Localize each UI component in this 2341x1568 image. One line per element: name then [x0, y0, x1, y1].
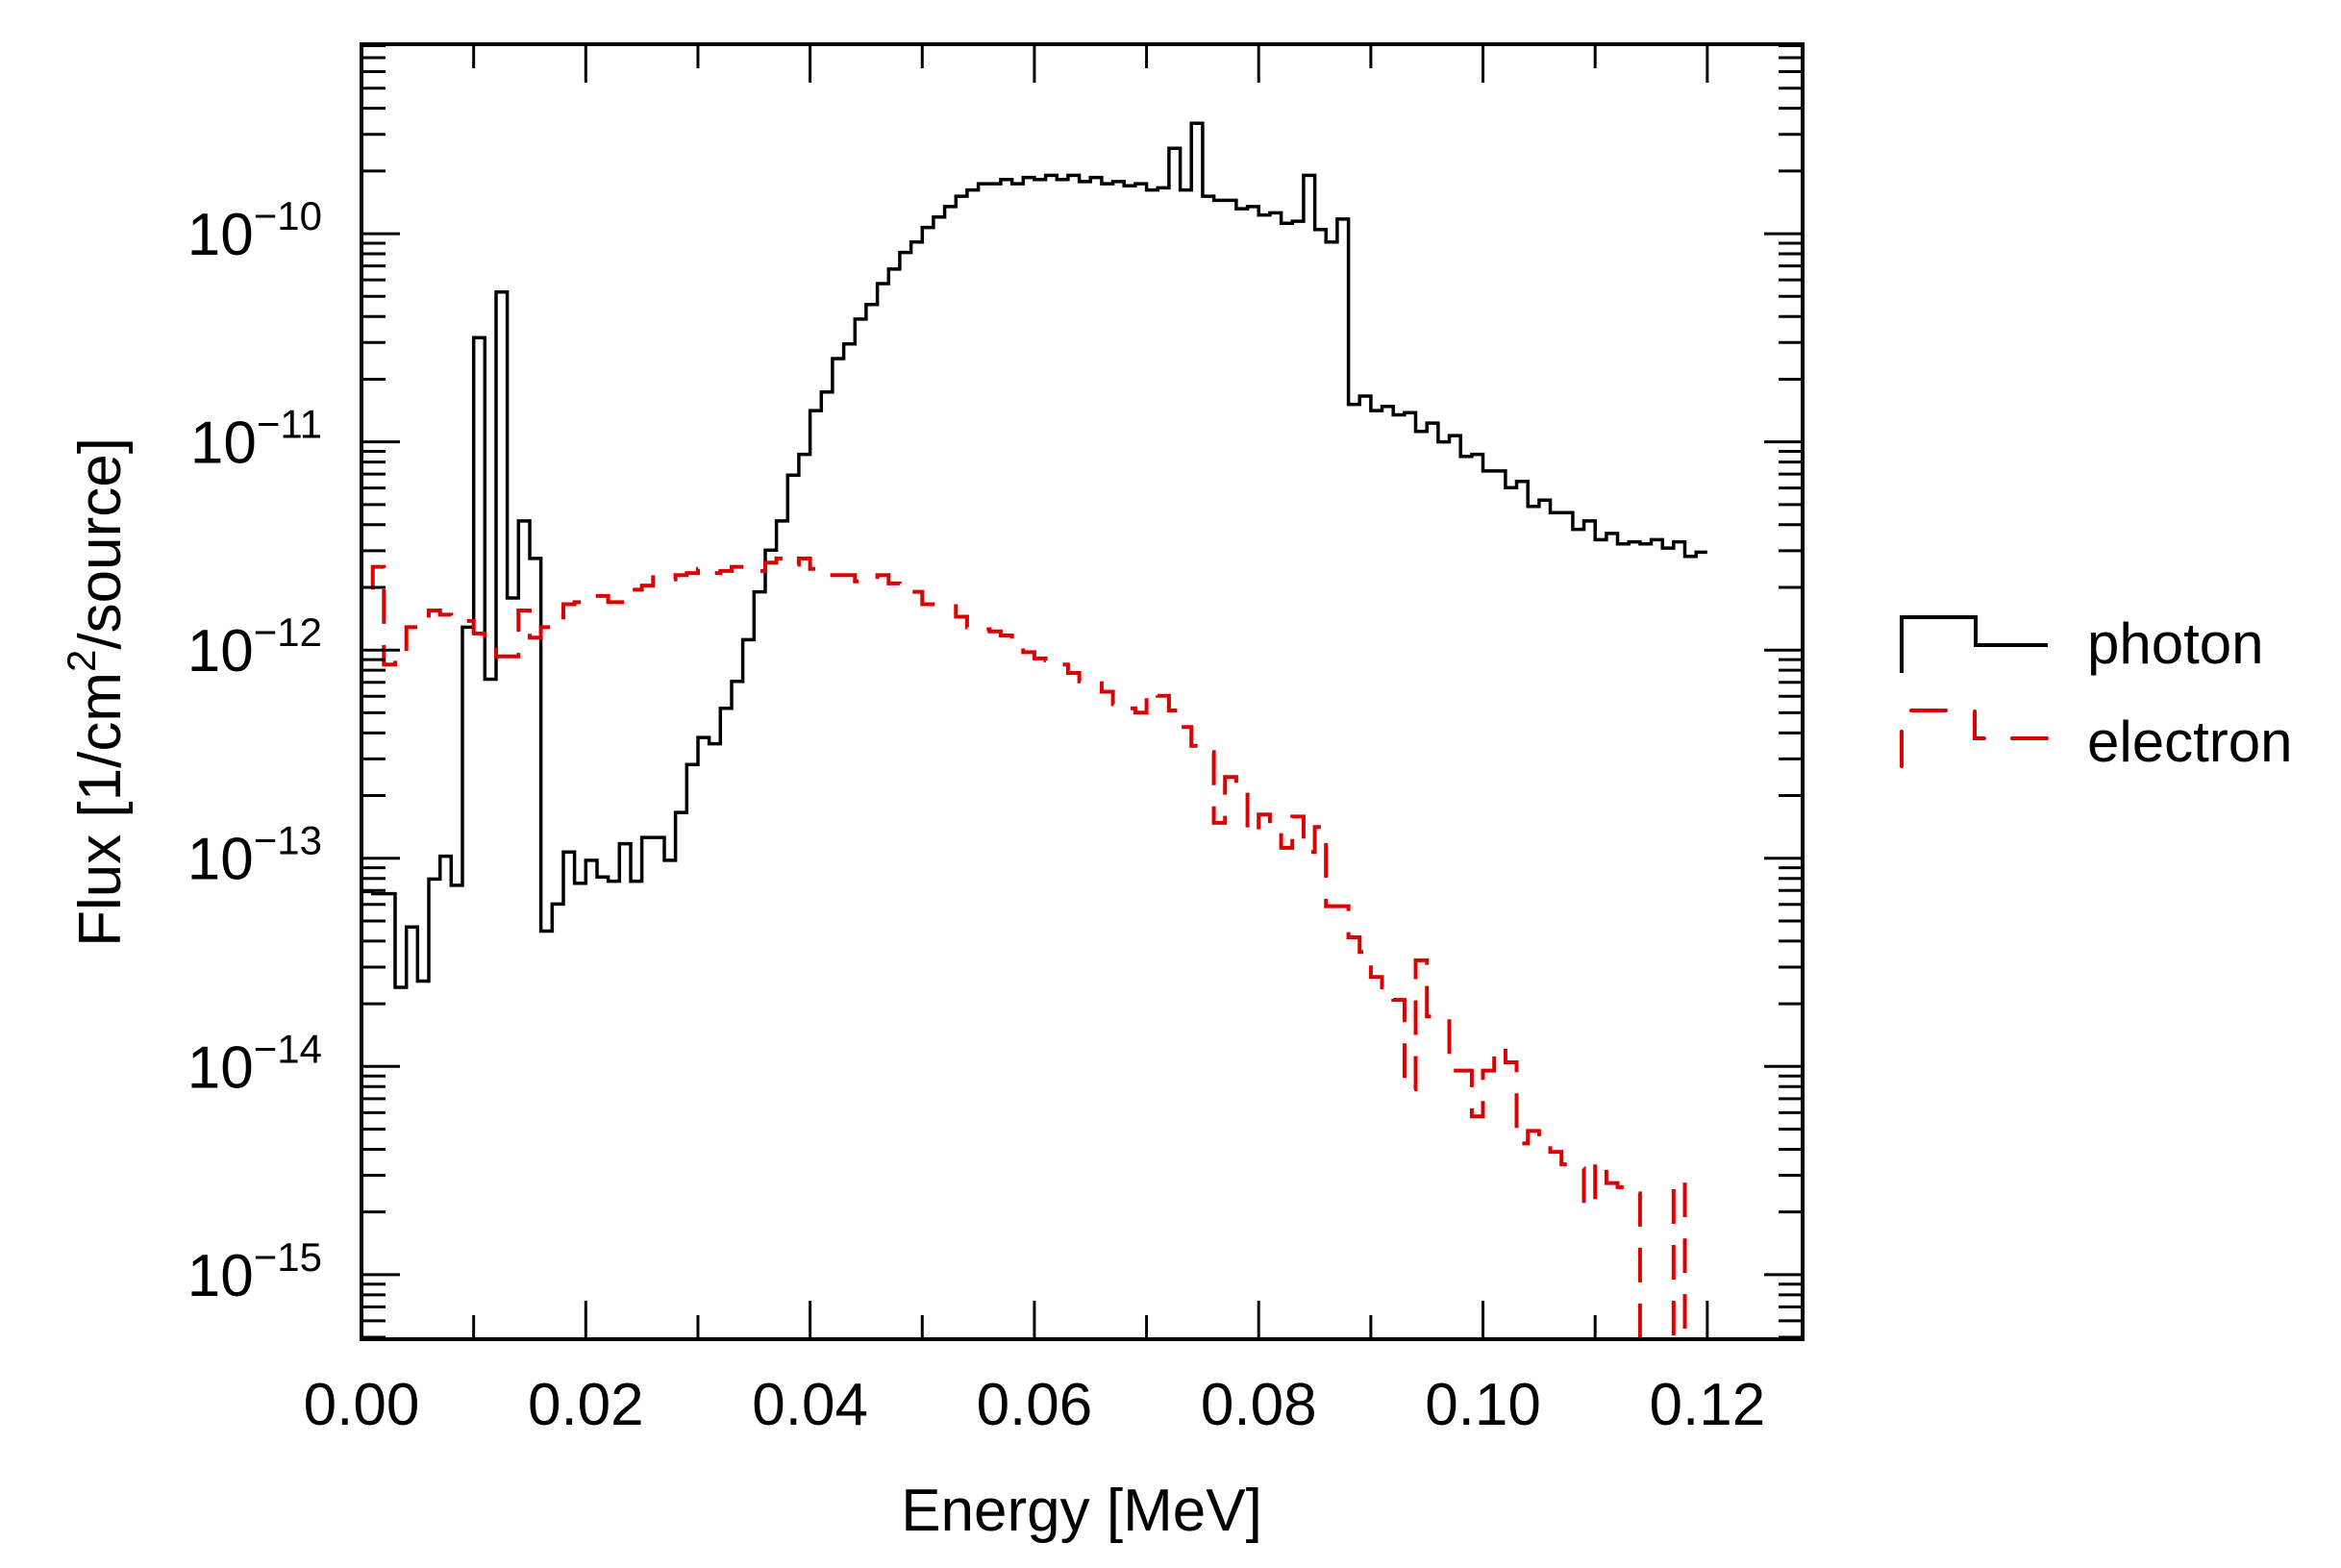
- y-tick-label: 10−10: [187, 193, 322, 268]
- y-tick-label-exponent: −15: [254, 1234, 322, 1280]
- y-axis-title: Flux [1/cm2/source]: [59, 437, 134, 947]
- y-axis-title-suffix: /source]: [67, 437, 134, 650]
- y-tick-label-base: 10: [190, 411, 257, 477]
- legend-swatch-electron: [1900, 709, 2049, 768]
- y-tick-label-exponent: −13: [254, 818, 322, 863]
- y-axis-title-prefix: Flux [1/cm: [67, 672, 134, 947]
- x-tick-label: 0.10: [1425, 1372, 1541, 1438]
- series-layer: [361, 121, 1707, 1339]
- x-tick-labels: 0.00 0.02 0.04 0.06 0.08 0.10 0.12: [304, 1372, 1766, 1438]
- x-tick-label: 0.06: [977, 1372, 1093, 1438]
- x-tick-label: 0.12: [1650, 1372, 1766, 1438]
- y-tick-label-base: 10: [187, 618, 254, 684]
- series-line-electron: [361, 556, 1687, 1339]
- x-tick-label: 0.08: [1201, 1372, 1317, 1438]
- x-tick-label: 0.00: [304, 1372, 420, 1438]
- series-electron: [361, 556, 1687, 1339]
- y-tick-label-exponent: −14: [254, 1026, 322, 1071]
- y-tick-label-exponent: −10: [254, 193, 322, 238]
- legend: photon electron: [1900, 611, 2292, 774]
- legend-label-electron: electron: [2087, 709, 2292, 774]
- series-photon: [361, 121, 1707, 1339]
- y-tick-label: 10−14: [187, 1026, 322, 1101]
- plot-frame: [360, 42, 1805, 1341]
- y-tick-label-base: 10: [187, 1243, 254, 1309]
- y-axis-title-sup: 2: [59, 650, 104, 672]
- y-tick-label: 10−12: [187, 610, 322, 684]
- y-tick-label-exponent: −12: [254, 610, 322, 655]
- y-tick-label: 10−11: [190, 402, 322, 477]
- y-tick-label-base: 10: [187, 1034, 254, 1101]
- x-tick-label: 0.02: [528, 1372, 644, 1438]
- x-axis-title: Energy [MeV]: [901, 1478, 1262, 1544]
- legend-label-photon: photon: [2087, 611, 2264, 676]
- y-tick-label-exponent: −11: [257, 402, 322, 447]
- legend-swatch-photon: [1900, 615, 2048, 673]
- y-tick-label-base: 10: [187, 827, 254, 893]
- y-tick-label: 10−13: [187, 818, 322, 893]
- axis-ticks: [360, 43, 1803, 1339]
- legend-item-electron: electron: [1900, 709, 2292, 774]
- y-tick-label: 10−15: [187, 1234, 322, 1309]
- series-line-photon: [361, 121, 1707, 1339]
- x-tick-label: 0.04: [752, 1372, 868, 1438]
- legend-item-photon: photon: [1900, 611, 2264, 676]
- y-tick-label-base: 10: [187, 202, 254, 268]
